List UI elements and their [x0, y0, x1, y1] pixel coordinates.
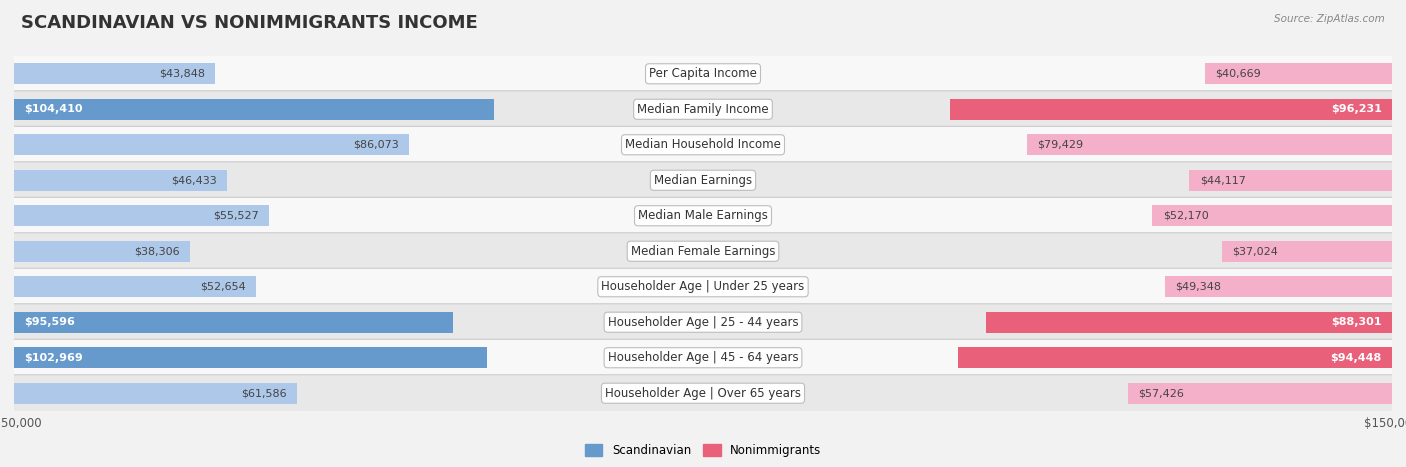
- Text: Householder Age | 25 - 44 years: Householder Age | 25 - 44 years: [607, 316, 799, 329]
- FancyBboxPatch shape: [0, 91, 1406, 128]
- Text: $52,654: $52,654: [200, 282, 246, 292]
- Text: $55,527: $55,527: [212, 211, 259, 221]
- FancyBboxPatch shape: [0, 375, 1406, 412]
- Text: $57,426: $57,426: [1139, 388, 1184, 398]
- Text: Source: ZipAtlas.com: Source: ZipAtlas.com: [1274, 14, 1385, 24]
- Text: Median Earnings: Median Earnings: [654, 174, 752, 187]
- Bar: [14, 276, 256, 297]
- Bar: [14, 241, 190, 262]
- Text: $46,433: $46,433: [172, 175, 217, 185]
- Text: $95,596: $95,596: [24, 317, 76, 327]
- Bar: [1205, 64, 1392, 84]
- Text: $104,410: $104,410: [24, 104, 83, 114]
- Bar: [14, 170, 228, 191]
- Text: Householder Age | Under 25 years: Householder Age | Under 25 years: [602, 280, 804, 293]
- FancyBboxPatch shape: [0, 339, 1406, 376]
- FancyBboxPatch shape: [0, 162, 1406, 199]
- Text: $79,429: $79,429: [1038, 140, 1084, 150]
- Text: $86,073: $86,073: [353, 140, 399, 150]
- Text: Householder Age | 45 - 64 years: Householder Age | 45 - 64 years: [607, 351, 799, 364]
- Text: $102,969: $102,969: [24, 353, 83, 363]
- Bar: [14, 134, 409, 155]
- FancyBboxPatch shape: [0, 304, 1406, 341]
- Text: $43,848: $43,848: [159, 69, 205, 79]
- Bar: [1028, 134, 1392, 155]
- Text: Median Male Earnings: Median Male Earnings: [638, 209, 768, 222]
- Text: Median Female Earnings: Median Female Earnings: [631, 245, 775, 258]
- Text: Median Family Income: Median Family Income: [637, 103, 769, 116]
- Text: $52,170: $52,170: [1163, 211, 1208, 221]
- Text: $40,669: $40,669: [1215, 69, 1261, 79]
- Bar: [14, 64, 215, 84]
- Bar: [14, 383, 297, 403]
- Bar: [14, 312, 453, 333]
- FancyBboxPatch shape: [0, 126, 1406, 163]
- Text: $37,024: $37,024: [1232, 246, 1278, 256]
- Bar: [1128, 383, 1392, 403]
- Bar: [14, 99, 494, 120]
- Bar: [1166, 276, 1392, 297]
- Text: $44,117: $44,117: [1199, 175, 1246, 185]
- Text: $94,448: $94,448: [1330, 353, 1382, 363]
- FancyBboxPatch shape: [0, 55, 1406, 92]
- Legend: Scandinavian, Nonimmigrants: Scandinavian, Nonimmigrants: [579, 439, 827, 462]
- Bar: [14, 205, 269, 226]
- Bar: [957, 347, 1392, 368]
- FancyBboxPatch shape: [0, 197, 1406, 234]
- Text: $61,586: $61,586: [240, 388, 287, 398]
- Bar: [950, 99, 1392, 120]
- Text: Per Capita Income: Per Capita Income: [650, 67, 756, 80]
- FancyBboxPatch shape: [0, 268, 1406, 305]
- Bar: [1153, 205, 1392, 226]
- Text: Median Household Income: Median Household Income: [626, 138, 780, 151]
- Text: $49,348: $49,348: [1175, 282, 1222, 292]
- Text: SCANDINAVIAN VS NONIMMIGRANTS INCOME: SCANDINAVIAN VS NONIMMIGRANTS INCOME: [21, 14, 478, 32]
- Text: $38,306: $38,306: [134, 246, 180, 256]
- Text: Householder Age | Over 65 years: Householder Age | Over 65 years: [605, 387, 801, 400]
- Text: $88,301: $88,301: [1331, 317, 1382, 327]
- Bar: [14, 347, 486, 368]
- Bar: [1222, 241, 1392, 262]
- Bar: [987, 312, 1392, 333]
- FancyBboxPatch shape: [0, 233, 1406, 270]
- Text: $96,231: $96,231: [1330, 104, 1382, 114]
- Bar: [1189, 170, 1392, 191]
